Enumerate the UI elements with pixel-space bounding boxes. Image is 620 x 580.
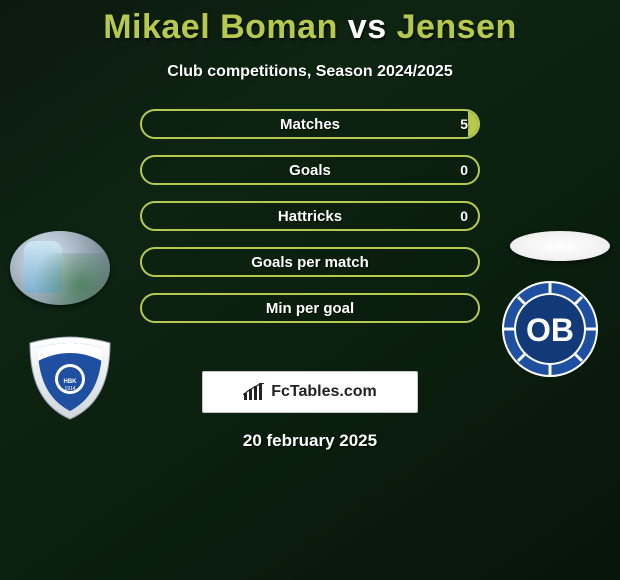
player1-club-badge: HBK 1914	[20, 335, 120, 421]
vs-text: vs	[348, 8, 387, 46]
stat-value-right: 5	[460, 111, 468, 137]
player2-club-badge: OB	[500, 279, 600, 379]
stat-bars: Matches 5 Goals 0 Hattricks 0 Goals per …	[140, 109, 480, 339]
player1-name: Mikael Boman	[103, 8, 338, 46]
stat-row-matches: Matches 5	[140, 109, 480, 139]
svg-text:OB: OB	[526, 312, 574, 348]
svg-text:1914: 1914	[64, 386, 75, 392]
brand-watermark: FcTables.com	[202, 371, 418, 413]
player1-avatar	[10, 231, 110, 305]
stat-value-right: 0	[460, 157, 468, 183]
stat-label: Matches	[142, 111, 478, 137]
player2-name: Jensen	[397, 8, 517, 46]
stat-row-goals-per-match: Goals per match	[140, 247, 480, 277]
stat-row-hattricks: Hattricks 0	[140, 201, 480, 231]
stat-value-right: 0	[460, 203, 468, 229]
svg-text:HBK: HBK	[64, 379, 78, 385]
subtitle: Club competitions, Season 2024/2025	[0, 63, 620, 81]
date-text: 20 february 2025	[0, 431, 620, 451]
stat-row-goals: Goals 0	[140, 155, 480, 185]
stat-label: Goals per match	[142, 249, 478, 275]
comparison-panel: HBK 1914 OB	[0, 109, 620, 349]
stat-label: Goals	[142, 157, 478, 183]
stat-label: Hattricks	[142, 203, 478, 229]
bars-icon	[243, 383, 265, 401]
brand-text: FcTables.com	[271, 383, 377, 401]
player2-avatar	[510, 231, 610, 261]
stat-label: Min per goal	[142, 295, 478, 321]
stat-row-min-per-goal: Min per goal	[140, 293, 480, 323]
page-title: Mikael Boman vs Jensen	[0, 0, 620, 47]
